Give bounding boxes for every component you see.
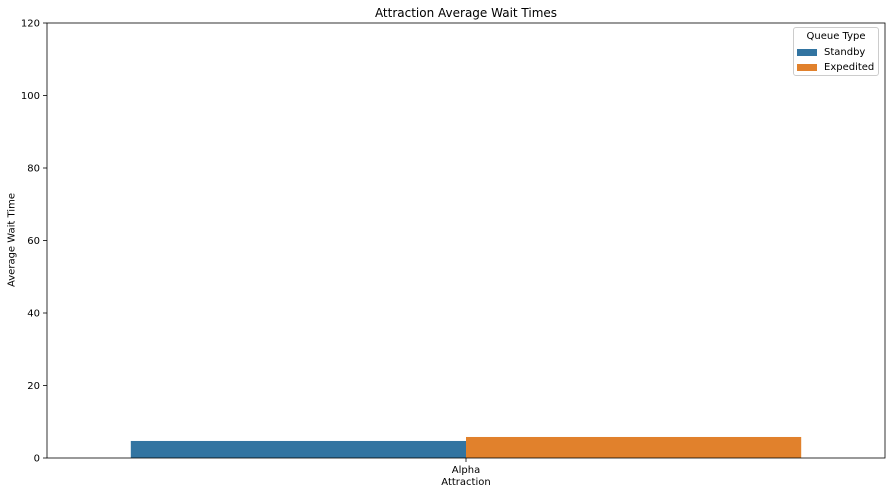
y-tick-label: 0 [34,454,40,465]
plot-frame [46,22,886,459]
x-tick-label: Alpha [452,465,480,476]
x-axis-label: Attraction [441,477,491,488]
y-tick-label: 60 [27,236,40,247]
legend-label-standby: Standby [824,46,866,58]
y-tick-label: 40 [27,309,40,320]
legend-item-standby: Standby [797,46,865,58]
y-tick-label: 120 [21,19,40,30]
y-tick-label: 100 [21,91,40,102]
y-tick-label: 80 [27,164,40,175]
legend: Queue Type Standby Expedited [793,27,879,76]
y-tick-label: 20 [27,381,40,392]
x-axis-ticks: Alpha [452,458,480,476]
chart-title: Attraction Average Wait Times [374,6,558,20]
bar-standby-alpha [130,440,467,458]
legend-item-expedited: Expedited [797,61,874,73]
legend-swatch-expedited [797,63,817,71]
bars-group [130,436,802,458]
legend-title: Queue Type [806,31,866,42]
y-axis-label: Average Wait Time [6,193,18,287]
legend-swatch-standby [797,48,817,56]
legend-label-expedited: Expedited [824,61,875,73]
y-axis-ticks: 0 20 40 60 80 100 120 [21,19,47,465]
bar-expedited-alpha [466,436,802,458]
